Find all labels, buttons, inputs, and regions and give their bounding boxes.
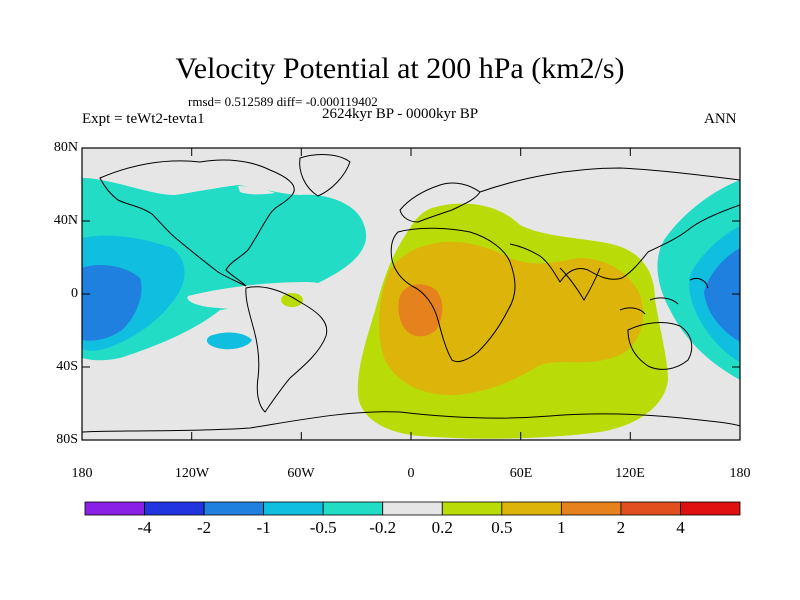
colorbar-label: 4 xyxy=(676,518,685,537)
x-tick-label: 180 xyxy=(71,466,93,481)
colorbar xyxy=(84,501,741,516)
blue-core-west xyxy=(82,265,142,341)
x-tick-label: 60E xyxy=(509,466,533,481)
experiment-label: Expt = teWt2-tevta1 xyxy=(82,111,205,127)
stats-text: rmsd= 0.512589 diff= -0.000119402 xyxy=(188,94,378,109)
colorbar-swatch xyxy=(382,501,443,516)
colorbar-swatch xyxy=(84,501,145,516)
coastlines xyxy=(82,154,740,433)
orange-field xyxy=(378,241,644,396)
coastline-africa xyxy=(390,227,516,363)
yellow-spot-west xyxy=(281,293,303,307)
season-label: ANN xyxy=(704,111,737,127)
coastline-india xyxy=(559,267,601,301)
colorbar-label: -2 xyxy=(196,518,212,537)
map-title: Velocity Potential at 200 hPa (km2/s) xyxy=(175,52,625,85)
colorbar-label: 2 xyxy=(616,518,626,537)
colorbar-swatch xyxy=(441,501,503,516)
y-tick-label: 80N xyxy=(53,140,78,155)
coastline-south-america xyxy=(245,286,328,413)
axis-ticks xyxy=(82,147,740,441)
blue-core-east xyxy=(704,248,740,342)
period-text: 2624kyr BP - 0000kyr BP xyxy=(322,106,479,122)
coastline-north-america xyxy=(99,159,295,287)
coastline-asia xyxy=(479,167,740,283)
x-tick-label: 60W xyxy=(287,466,315,481)
colorbar-swatch xyxy=(322,501,384,516)
colorbar-swatch xyxy=(501,501,562,516)
x-tick-label: 120W xyxy=(174,466,210,481)
colorbar-swatch xyxy=(263,501,324,516)
neutral-hole-1 xyxy=(238,186,275,195)
colorbar-label: -4 xyxy=(137,518,152,537)
y-tick-label: 40S xyxy=(56,359,78,374)
colorbar-label: -0.2 xyxy=(369,518,397,537)
darkorange-core xyxy=(398,284,443,337)
lightblue-field-west-2 xyxy=(206,332,252,350)
colorbar-label: -1 xyxy=(256,518,271,537)
colorbar-label: 0.2 xyxy=(431,518,453,537)
coastline-islands xyxy=(619,277,709,315)
coastline-europe xyxy=(399,182,481,223)
colorbar-swatch xyxy=(144,501,205,516)
x-tick-label: 0 xyxy=(407,466,415,481)
y-tick-label: 0 xyxy=(71,286,78,301)
coastline-antarctica xyxy=(82,411,740,433)
x-tick-label: 120E xyxy=(615,466,645,481)
colorbar-swatch xyxy=(620,501,681,516)
colorbar-label: -0.5 xyxy=(309,518,337,537)
colorbar-swatch xyxy=(203,501,265,516)
colorbar-swatch xyxy=(680,501,741,516)
x-tick-label: 180 xyxy=(729,466,751,481)
y-tick-label: 40N xyxy=(53,213,78,228)
y-tick-label: 80S xyxy=(56,432,78,447)
contour-fields xyxy=(82,148,740,440)
colorbar-label: 0.5 xyxy=(491,518,513,537)
coastline-greenland xyxy=(299,154,351,197)
colorbar-swatch xyxy=(560,501,622,516)
coastline-australia xyxy=(627,322,693,370)
colorbar-label: 1 xyxy=(557,518,566,537)
